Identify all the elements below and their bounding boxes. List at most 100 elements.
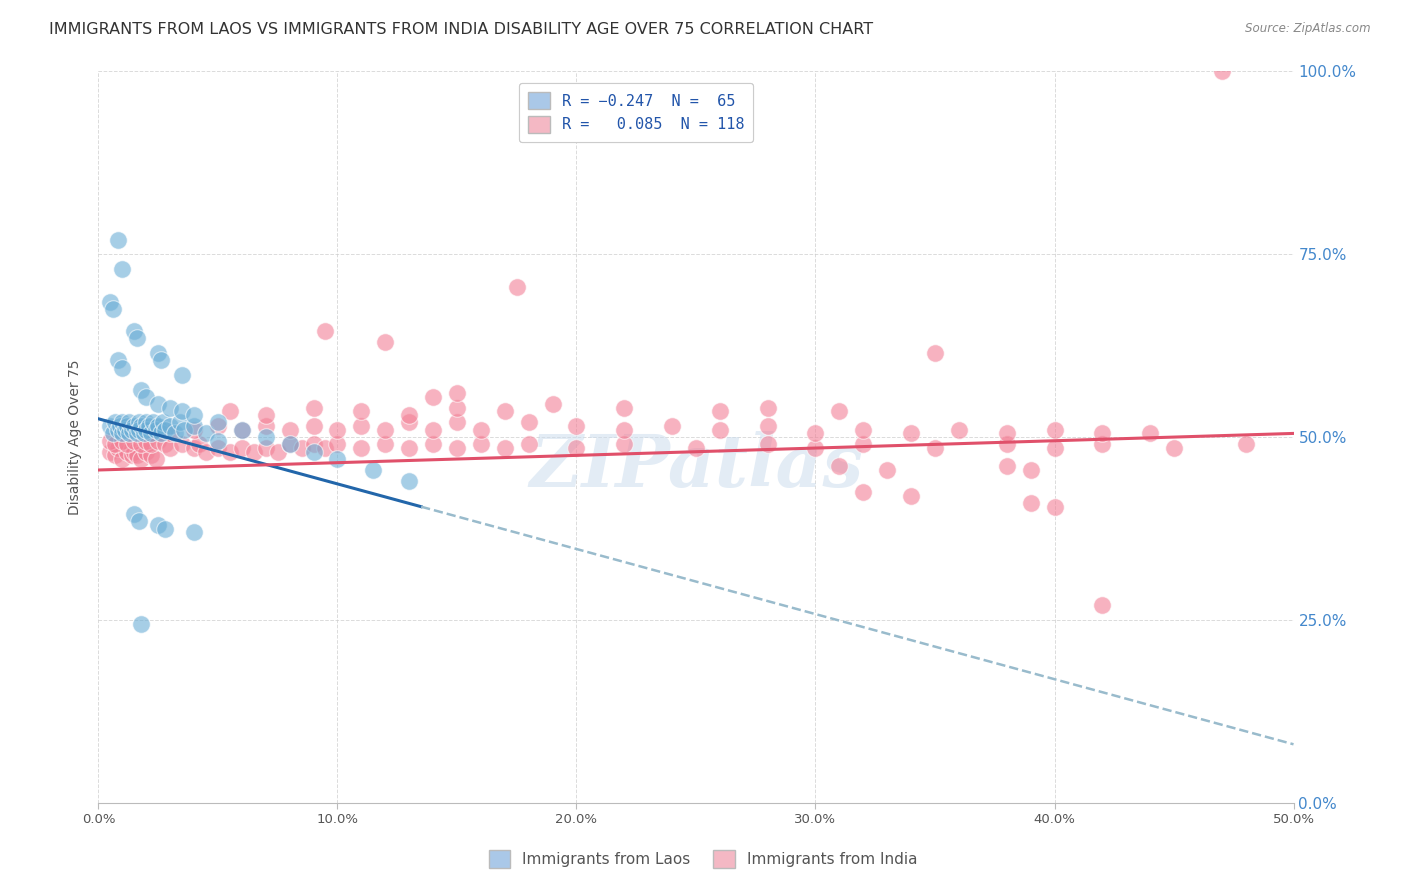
Point (135, 434, 157, 448)
Point (422, 390, 444, 404)
Point (98, 444, 122, 458)
Point (326, 437, 349, 451)
Point (183, 441, 205, 455)
Point (148, 419, 170, 434)
Point (565, 419, 588, 434)
Point (148, 434, 170, 448)
Point (231, 441, 253, 455)
Point (1091, 426, 1114, 441)
Point (118, 416, 141, 430)
Point (111, 261, 134, 276)
Point (876, 463, 898, 477)
Point (541, 397, 564, 411)
Point (219, 444, 242, 458)
Point (183, 423, 205, 437)
Point (172, 437, 194, 451)
Point (135, 423, 157, 437)
Point (374, 334, 396, 349)
Point (326, 452, 349, 467)
Point (108, 419, 131, 434)
Point (98, 294, 122, 309)
Point (278, 423, 301, 437)
Point (125, 331, 148, 345)
Point (114, 423, 136, 437)
Point (1163, 441, 1185, 455)
Point (138, 419, 160, 434)
Point (350, 441, 373, 455)
Point (756, 437, 779, 451)
Point (709, 404, 731, 418)
Point (446, 441, 468, 455)
Point (187, 437, 209, 451)
Point (111, 434, 134, 448)
Point (155, 423, 177, 437)
Point (98, 434, 122, 448)
Point (128, 514, 150, 528)
Point (326, 423, 349, 437)
Point (1019, 463, 1042, 477)
Point (107, 353, 129, 368)
Point (183, 525, 205, 540)
Point (315, 324, 337, 338)
Point (924, 441, 946, 455)
Point (254, 419, 277, 434)
Point (163, 426, 186, 441)
Point (98, 419, 122, 434)
Point (685, 441, 707, 455)
Point (107, 233, 129, 247)
Point (756, 419, 779, 434)
Point (107, 423, 129, 437)
Point (159, 419, 181, 434)
Point (148, 397, 170, 411)
Point (924, 346, 946, 360)
Point (291, 441, 314, 455)
Point (254, 441, 277, 455)
Point (267, 444, 290, 458)
Text: IMMIGRANTS FROM LAOS VS IMMIGRANTS FROM INDIA DISABILITY AGE OVER 75 CORRELATION: IMMIGRANTS FROM LAOS VS IMMIGRANTS FROM … (49, 22, 873, 37)
Point (135, 416, 157, 430)
Point (1234, 437, 1257, 451)
Point (131, 452, 153, 467)
Point (363, 463, 385, 477)
Point (207, 441, 229, 455)
Point (231, 423, 253, 437)
Point (152, 416, 174, 430)
Point (104, 448, 127, 462)
Point (155, 437, 177, 451)
Point (756, 401, 779, 415)
Point (350, 404, 373, 418)
Point (852, 423, 875, 437)
Point (149, 426, 172, 441)
Point (118, 426, 141, 441)
Point (661, 419, 683, 434)
Point (172, 404, 194, 418)
Legend: Immigrants from Laos, Immigrants from India: Immigrants from Laos, Immigrants from In… (481, 843, 925, 875)
Point (148, 346, 170, 360)
Point (613, 437, 636, 451)
Point (613, 401, 636, 415)
Point (470, 423, 492, 437)
Point (1139, 426, 1161, 441)
Point (278, 437, 301, 451)
Point (852, 485, 875, 500)
Text: Source: ZipAtlas.com: Source: ZipAtlas.com (1246, 22, 1371, 36)
Point (995, 459, 1018, 474)
Text: ZIPatlas: ZIPatlas (529, 431, 863, 502)
Point (172, 368, 194, 382)
Point (101, 426, 124, 441)
Point (139, 448, 162, 462)
Point (302, 401, 325, 415)
Point (131, 616, 153, 631)
Point (159, 441, 181, 455)
Point (128, 423, 150, 437)
Point (142, 416, 165, 430)
Point (124, 434, 146, 448)
Point (132, 426, 155, 441)
Point (195, 444, 218, 458)
Point (149, 353, 172, 368)
Point (398, 441, 420, 455)
Point (131, 419, 153, 434)
Point (995, 426, 1018, 441)
Point (470, 437, 492, 451)
Point (900, 426, 922, 441)
